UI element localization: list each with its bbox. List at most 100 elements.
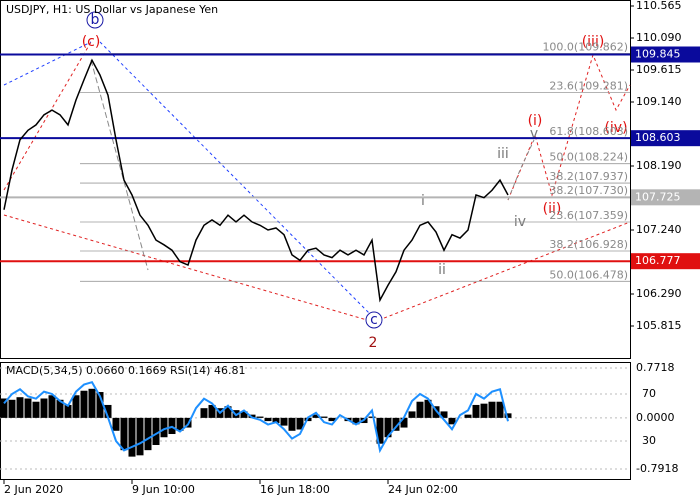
chart-title: USDJPY, H1: US Dollar vs Japanese Yen: [6, 3, 218, 16]
level-label: 108.603: [635, 131, 681, 144]
macd-bar: [312, 414, 320, 418]
macd-bar: [432, 406, 440, 418]
macd-bar: [104, 404, 112, 418]
wave-label: (iv): [604, 120, 627, 136]
wave-line: [99, 41, 375, 319]
wave-label: (ii): [543, 201, 562, 217]
y2-tick-label: 70: [642, 387, 656, 400]
sub-title: MACD(5,34,5) 0.0660 0.1669 RSI(14) 46.81: [6, 364, 245, 377]
macd-bar: [264, 417, 272, 422]
main-frame: [0, 0, 631, 359]
macd-bar: [56, 399, 64, 418]
macd-bar: [352, 417, 360, 425]
macd-bar: [384, 417, 392, 438]
macd-bar: [200, 408, 208, 418]
y-tick-label: 0.7718: [636, 361, 675, 374]
y-tick-label: 107.240: [636, 223, 682, 236]
rsi-line: [3, 381, 509, 454]
fib-label: 50.0(108.224): [549, 151, 628, 164]
macd-bar: [240, 411, 248, 418]
macd-bar: [424, 399, 432, 418]
projection-line: [507, 139, 535, 201]
y-tick-label: 108.190: [636, 159, 682, 172]
fib-label: 23.6(107.359): [549, 209, 628, 222]
macd-bar: [392, 417, 400, 431]
x-tick-label: 2 Jun 2020: [4, 483, 63, 496]
y-tick-label: 0.0000: [636, 411, 675, 424]
fib-label: 23.6(109.281): [549, 79, 628, 92]
macd-bar: [208, 404, 216, 418]
macd-bar: [504, 413, 512, 418]
level-label: 106.777: [635, 254, 681, 267]
macd-bar: [144, 417, 152, 451]
wave-line: [90, 59, 149, 271]
macd-bar: [224, 406, 232, 418]
y-tick-label: 110.565: [636, 0, 682, 12]
macd-bar: [96, 392, 104, 418]
level-label: 107.725: [635, 190, 681, 203]
y-tick-label: 105.815: [636, 319, 682, 332]
wave-label: (i): [528, 113, 543, 129]
fib-label: 100.0(109.862): [542, 40, 628, 53]
wave-label: 2: [369, 335, 378, 351]
wave-label: v: [530, 126, 538, 142]
fib-label: 61.8(108.603): [549, 125, 628, 138]
macd-bar: [16, 397, 24, 418]
wave-label: (iii): [582, 34, 605, 50]
macd-bar: [160, 417, 168, 438]
macd-bar: [152, 417, 160, 445]
fib-label: 50.0(106.478): [549, 268, 628, 281]
macd-bar: [40, 398, 48, 418]
macd-bar: [464, 414, 472, 418]
level-box: [631, 253, 700, 270]
fib-label: 38.2(107.730): [549, 184, 628, 197]
wave-circle: [365, 311, 383, 329]
fib-label: 38.2(106.928): [549, 238, 628, 251]
level-box: [631, 130, 700, 147]
level-box: [631, 46, 700, 63]
wave-line: [3, 41, 92, 191]
macd-bar: [448, 417, 456, 425]
macd-bar: [400, 417, 408, 428]
macd-bar: [72, 395, 80, 418]
macd-bar: [472, 404, 480, 418]
macd-bar: [48, 395, 56, 418]
y-tick-label: 110.090: [636, 31, 682, 44]
macd-bar: [272, 417, 280, 424]
y2-tick-label: 30: [642, 434, 656, 447]
wave-circle: [86, 11, 104, 29]
macd-bar: [320, 416, 328, 418]
macd-bar: [120, 417, 128, 451]
level-box: [631, 189, 700, 206]
macd-bar: [416, 401, 424, 418]
macd-bar: [64, 404, 72, 418]
y-tick-label: 109.615: [636, 63, 682, 76]
wave-label: b: [91, 12, 100, 28]
macd-bar: [32, 401, 40, 418]
macd-bar: [328, 417, 336, 422]
fib-label: 38.2(107.937): [549, 170, 628, 183]
macd-bar: [176, 417, 184, 431]
wave-label: (c): [82, 34, 101, 50]
macd-bar: [288, 417, 296, 431]
wave-label: iii: [497, 146, 509, 162]
wave-label: c: [370, 312, 378, 328]
macd-bar: [376, 417, 384, 444]
x-tick-label: 9 Jun 10:00: [132, 483, 195, 496]
macd-bar: [112, 417, 120, 431]
x-tick-label: 16 Jun 18:00: [260, 483, 330, 496]
price-line: [3, 58, 509, 303]
macd-bar: [136, 417, 144, 456]
macd-bar: [440, 411, 448, 418]
macd-bar: [24, 398, 32, 418]
y-tick-label: 106.290: [636, 287, 682, 300]
macd-bar: [296, 417, 304, 430]
y-tick-label: -0.7918: [636, 462, 678, 475]
wave-label: ii: [438, 262, 446, 278]
macd-bar: [80, 390, 88, 418]
macd-bar: [8, 399, 16, 418]
macd-bar: [496, 401, 504, 418]
